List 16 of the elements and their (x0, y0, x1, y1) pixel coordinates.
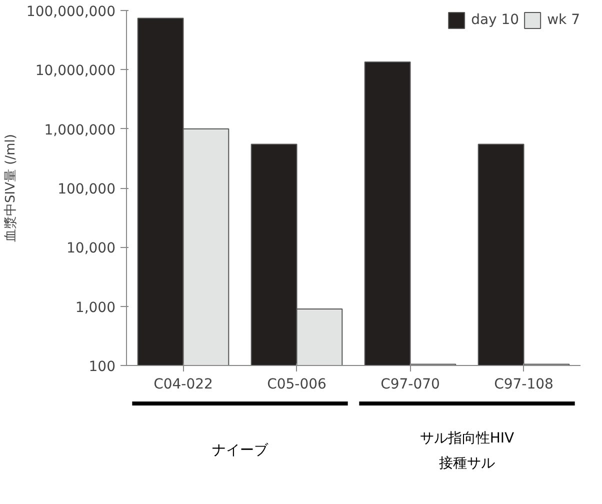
text: サル指向性HIV 接種サル (420, 430, 515, 472)
y-tick-label: 1,000 (75, 300, 116, 316)
text: ナイーブ (212, 442, 269, 458)
x-tick-label: C05-006 (267, 376, 327, 392)
legend-label: day 10 (471, 12, 520, 28)
legend-label: wk 7 (547, 12, 580, 28)
y-tick-label: 10,000 (66, 240, 116, 257)
y-axis-title: 血漿中SIV量 (/ml) (3, 134, 18, 242)
y-tick-label: 100,000 (58, 182, 116, 198)
x-tick-label: C97-070 (380, 376, 440, 392)
y-tick-label: 100,000,000 (26, 4, 116, 20)
y-tick-label: 100 (88, 359, 116, 375)
y-tick-label: 1,000,000 (44, 122, 116, 138)
x-tick-label: C97-108 (494, 376, 554, 392)
x-tick-label: C04-022 (154, 376, 213, 392)
y-tick-label: 10,000,000 (35, 63, 116, 80)
